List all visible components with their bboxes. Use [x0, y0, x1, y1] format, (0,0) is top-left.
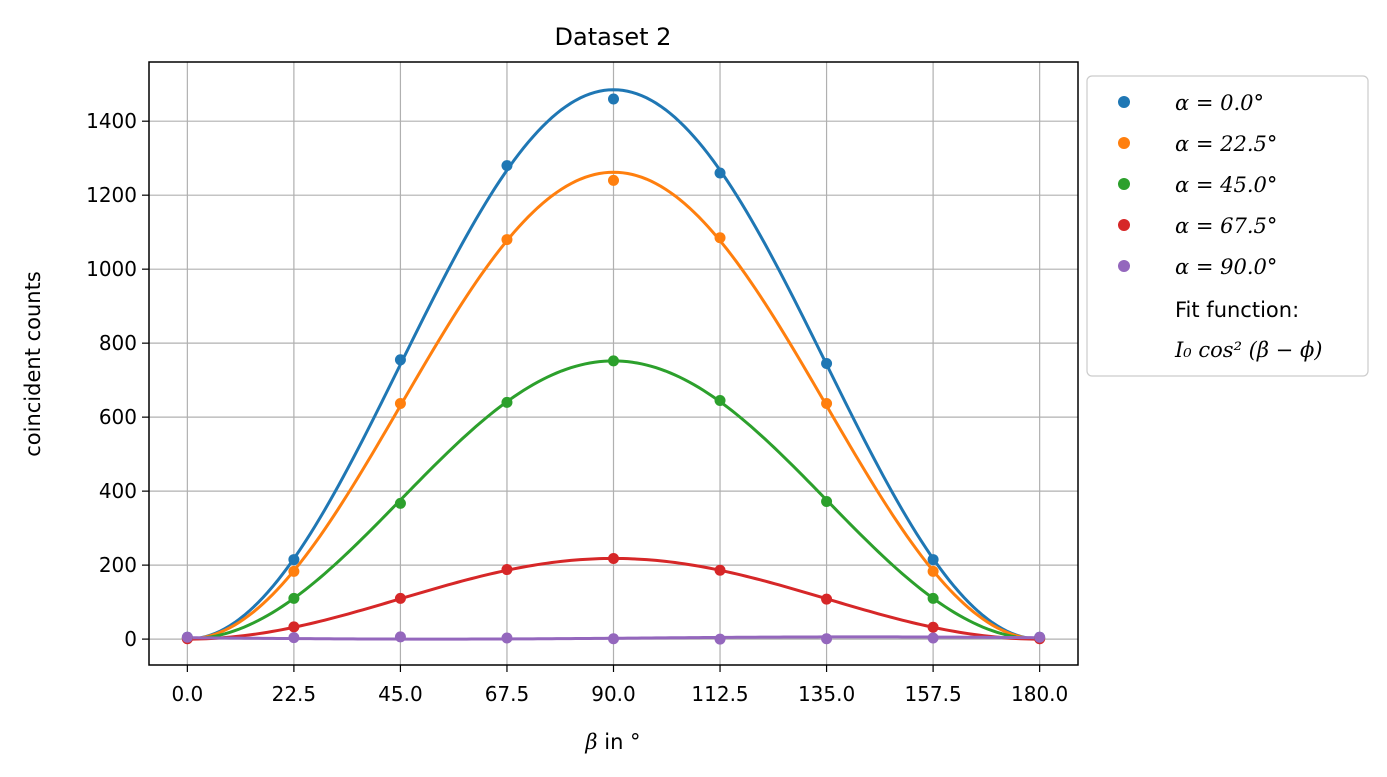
data-point: [927, 632, 939, 644]
data-point: [394, 354, 406, 366]
x-tick-label: 67.5: [485, 682, 530, 706]
legend-marker: [1118, 96, 1130, 108]
x-tick-label: 135.0: [798, 682, 855, 706]
data-point: [288, 592, 300, 604]
x-tick-label: 90.0: [591, 682, 636, 706]
legend-entry: α = 67.5°: [1175, 214, 1277, 238]
data-point: [821, 358, 833, 369]
data-point: [181, 631, 193, 643]
data-point: [714, 394, 726, 406]
data-point: [714, 633, 726, 645]
legend-marker: [1118, 219, 1130, 231]
data-point: [821, 397, 833, 409]
y-tick-label: 1200: [86, 183, 137, 207]
data-point: [288, 554, 300, 566]
x-tick-label: 0.0: [171, 682, 203, 706]
data-point: [714, 167, 726, 179]
x-tick-label: 157.5: [904, 682, 961, 706]
legend-entry: α = 0.0°: [1175, 91, 1264, 115]
data-point: [927, 565, 939, 577]
x-ticks: 0.0 22.5 45.0 67.5 90.0 112.5 135.0 157.5 180.0: [171, 665, 1068, 706]
data-point: [927, 592, 939, 604]
legend-marker: [1118, 260, 1130, 272]
data-point: [288, 621, 300, 633]
x-axis-label: β in °: [584, 730, 640, 754]
data-point: [608, 93, 619, 105]
legend-frame: [1086, 75, 1369, 377]
x-tick-label: 45.0: [378, 682, 423, 706]
data-point: [501, 564, 513, 576]
x-tick-label: 22.5: [272, 682, 317, 706]
legend-marker: [1118, 178, 1130, 190]
data-point: [394, 397, 406, 409]
y-tick-label: 0: [124, 627, 137, 651]
data-point: [821, 495, 833, 507]
y-tick-label: 200: [99, 553, 137, 577]
data-point: [288, 632, 300, 644]
y-tick-label: 1000: [86, 257, 137, 281]
data-point: [927, 554, 939, 566]
data-point: [501, 632, 513, 644]
data-point: [714, 564, 726, 576]
data-point: [714, 232, 726, 244]
y-tick-label: 400: [99, 479, 137, 503]
data-point: [608, 552, 619, 564]
data-point: [394, 631, 406, 643]
legend-entry: α = 22.5°: [1175, 132, 1277, 156]
data-point: [1034, 631, 1046, 643]
y-tick-label: 800: [99, 331, 137, 355]
data-point: [821, 593, 833, 605]
data-point: [394, 497, 406, 509]
fit-curve: [187, 88, 1040, 641]
x-tick-label: 112.5: [691, 682, 748, 706]
legend-fit-label: Fit function:: [1175, 298, 1299, 322]
y-tick-label: 600: [99, 405, 137, 429]
legend-entry: α = 90.0°: [1175, 255, 1277, 279]
fit-curve: [187, 170, 1040, 641]
data-point: [608, 174, 619, 186]
data-point: [608, 355, 619, 367]
legend: α = 0.0° α = 22.5° α = 45.0° α = 67.5° α = 9…: [1086, 75, 1369, 377]
data-point: [608, 633, 619, 645]
data-point: [927, 621, 939, 633]
grid: [149, 62, 1078, 665]
legend-marker: [1118, 137, 1130, 149]
y-axis-label: coincident counts: [21, 271, 45, 457]
y-tick-label: 1400: [86, 109, 137, 133]
x-axis-symbol: β: [584, 730, 597, 754]
data-point: [821, 633, 833, 645]
data-point: [394, 592, 406, 604]
legend-fit-formula: I₀ cos² (β − ϕ): [1174, 338, 1322, 362]
data-point: [501, 160, 513, 172]
legend-entry: α = 45.0°: [1175, 173, 1277, 197]
data-point: [501, 234, 513, 246]
x-axis-text: in °: [598, 730, 641, 754]
x-tick-label: 180.0: [1011, 682, 1068, 706]
data-point: [288, 565, 300, 577]
chart-title: Dataset 2: [555, 23, 672, 51]
data-points: [181, 93, 1046, 645]
y-ticks: 0 200 400 600 800 1000 1200 1400: [86, 109, 149, 651]
data-point: [501, 396, 513, 408]
